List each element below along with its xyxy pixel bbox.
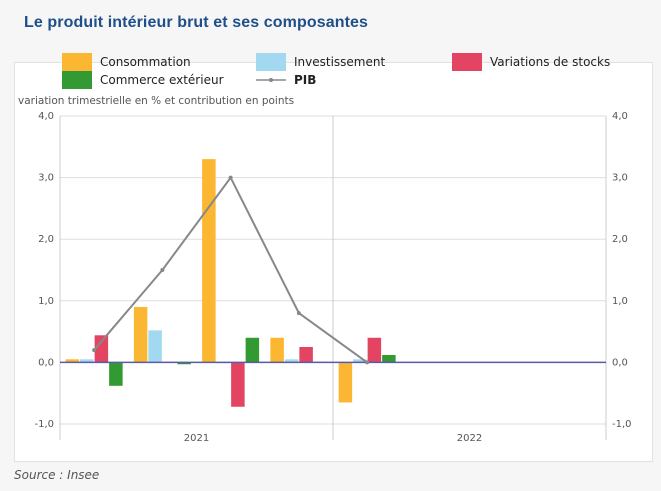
y-tick-label-right: 0,0 [612, 357, 628, 368]
point-pib [365, 360, 370, 365]
bar-commerce-ext-rieur [177, 362, 191, 365]
bar-investissement [80, 359, 94, 363]
bar-variations-de-stocks [94, 335, 109, 363]
x-tick-label: 2021 [184, 433, 209, 444]
bar-variations-de-stocks [299, 347, 313, 363]
bar-commerce-ext-rieur [245, 337, 260, 363]
y-tick-label-right: 4,0 [612, 111, 628, 122]
legend-pib[interactable]: PIB [256, 71, 316, 89]
chart-title: Le produit intérieur brut et ses composa… [24, 14, 369, 31]
bar-consommation [202, 159, 216, 363]
point-pib [228, 175, 233, 180]
legend-commerce-exterieur[interactable]: Commerce extérieur [62, 71, 224, 89]
legend-line-icon [256, 78, 286, 82]
y-tick-label-right: 3,0 [612, 173, 628, 184]
legend-swatch [452, 53, 482, 71]
y-tick-label-right: -1,0 [612, 419, 632, 430]
y-tick-label-left: -1,0 [34, 419, 54, 430]
y-tick-label-left: 4,0 [38, 111, 54, 122]
point-pib [296, 311, 301, 316]
bar-consommation [338, 362, 353, 403]
y-tick-label-right: 2,0 [612, 234, 628, 245]
point-pib [92, 348, 97, 353]
source-note: Source : Insee [14, 468, 100, 482]
bar-consommation [65, 359, 80, 363]
y-tick-label-left: 3,0 [38, 173, 54, 184]
bar-investissement [353, 359, 367, 363]
y-tick-label-left: 0,0 [38, 357, 54, 368]
bar-commerce-ext-rieur [382, 355, 396, 363]
legend-label: Commerce extérieur [100, 73, 224, 87]
bar-consommation [133, 306, 148, 363]
legend-label: PIB [294, 73, 317, 87]
legend-investissement[interactable]: Investissement [256, 53, 385, 71]
legend-variations-stocks[interactable]: Variations de stocks [452, 53, 610, 71]
x-tick-label: 2022 [457, 433, 482, 444]
bar-consommation [270, 337, 284, 363]
bar-investissement [148, 330, 162, 363]
y-tick-label-right: 1,0 [612, 296, 628, 307]
bar-variations-de-stocks [367, 337, 382, 363]
legend-swatch [256, 53, 286, 71]
bar-commerce-ext-rieur [109, 362, 123, 386]
bar-variations-de-stocks [231, 362, 245, 407]
legend-label: Variations de stocks [490, 55, 611, 69]
legend-swatch [62, 53, 92, 71]
point-pib [160, 268, 165, 272]
legend-label: Consommation [100, 55, 191, 69]
y-tick-label-left: 2,0 [38, 234, 54, 245]
y-axis-subtitle: variation trimestrielle en % et contribu… [18, 95, 295, 107]
y-tick-label-left: 1,0 [38, 296, 54, 307]
legend-label: Investissement [294, 55, 386, 69]
legend-swatch [62, 71, 92, 89]
legend-consommation[interactable]: Consommation [62, 53, 191, 71]
bar-investissement [284, 359, 299, 363]
